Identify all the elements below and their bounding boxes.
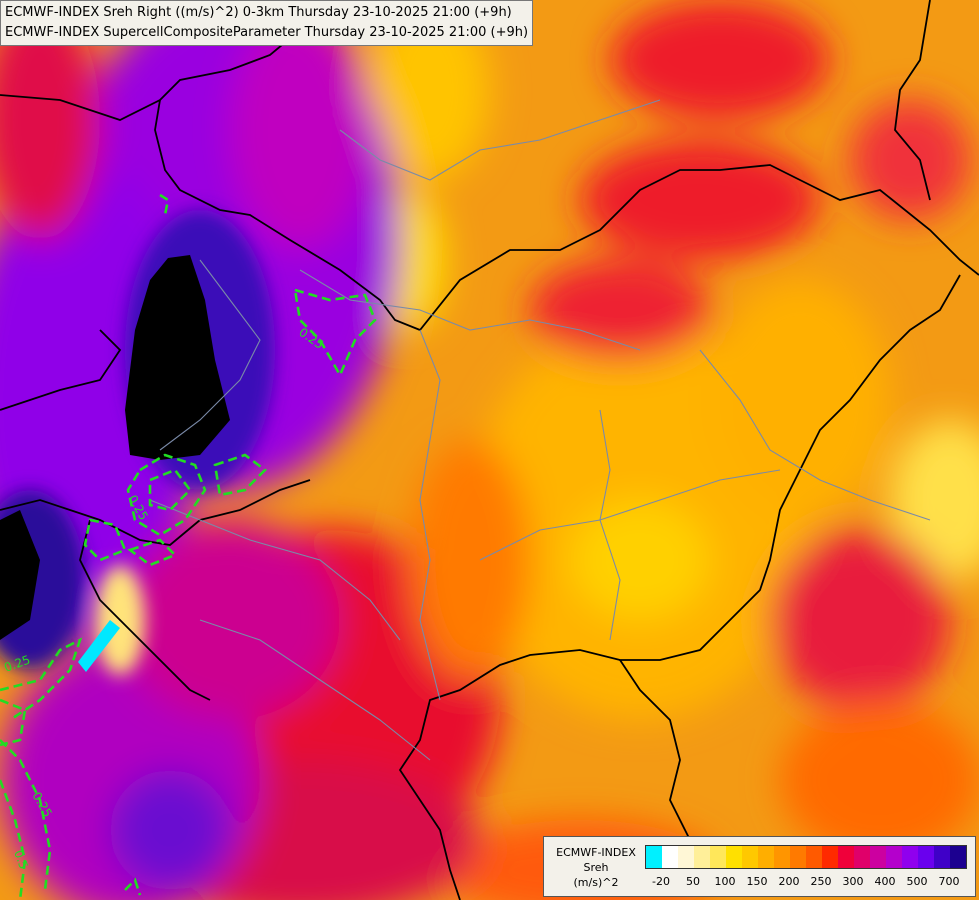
legend-tick-label: 500 [906,875,928,888]
legend-tick-label: 700 [938,875,960,888]
legend-swatch [710,846,726,868]
legend-swatch [822,846,838,868]
legend-title-model: ECMWF-INDEX [556,846,636,859]
legend-tick-label: -20 [652,875,670,888]
legend-swatch [742,846,758,868]
legend-swatch [838,846,854,868]
legend-swatch [694,846,710,868]
legend-tick-label: 200 [778,875,800,888]
legend-swatch [774,846,790,868]
legend-swatch [934,846,950,868]
legend-tick-label: 150 [746,875,768,888]
legend-swatch [870,846,886,868]
legend-title-param: Sreh [583,861,609,874]
legend-swatch [950,846,966,868]
legend-title-unit: (m/s)^2 [573,876,619,889]
title-sreh: ECMWF-INDEX Sreh Right ((m/s)^2) 0-3km T… [5,5,512,20]
legend-swatch [726,846,742,868]
title-scp: ECMWF-INDEX SupercellCompositeParameter … [5,25,529,40]
legend-swatch [678,846,694,868]
legend-swatch [758,846,774,868]
legend-swatch [806,846,822,868]
legend-swatch [902,846,918,868]
legend-swatches [645,845,967,869]
legend-tick-label: 50 [686,875,700,888]
legend-tick-label: 400 [874,875,896,888]
legend-tick-label: 100 [714,875,736,888]
legend-swatch [790,846,806,868]
rivers [149,99,931,761]
color-legend: ECMWF-INDEX Sreh (m/s)^2 -20 50 100 150 200 2… [543,836,976,897]
contour-label: 0.5 [11,848,31,871]
legend-tick-label: 300 [842,875,864,888]
legend-swatch [854,846,870,868]
legend-ticks: -20 50 100 150 200 250 300 400 500 700 [645,875,975,891]
legend-swatch [886,846,902,868]
legend-tick-label: 250 [810,875,832,888]
legend-title: ECMWF-INDEX Sreh (m/s)^2 [550,845,642,890]
map-title: ECMWF-INDEX Sreh Right ((m/s)^2) 0-3km T… [0,0,534,46]
legend-swatch [646,846,662,868]
scp-contours [0,193,377,900]
legend-swatch [662,846,678,868]
legend-swatch [918,846,934,868]
